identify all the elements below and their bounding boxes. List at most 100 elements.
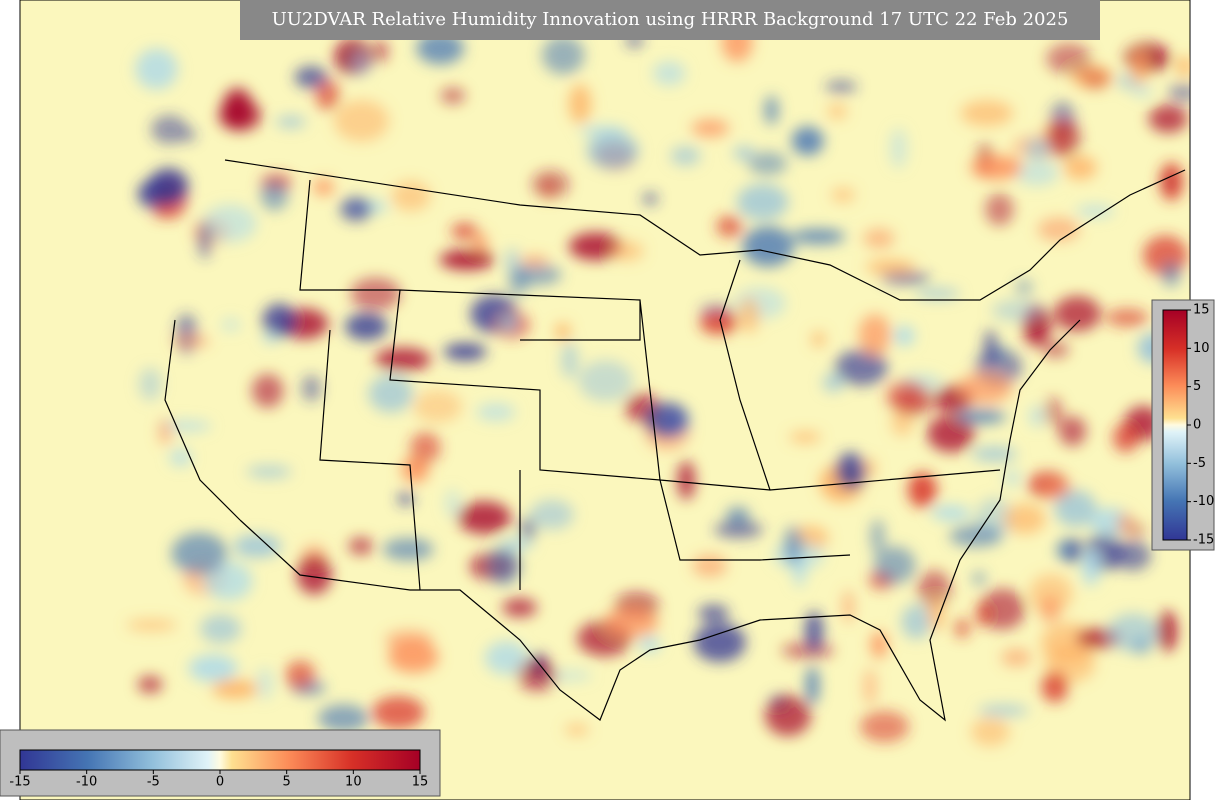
field-blob [1001, 648, 1032, 667]
field-blob [893, 325, 915, 346]
field-blob [532, 170, 570, 198]
field-blob [716, 215, 743, 238]
field-blob [642, 193, 658, 205]
field-blob [870, 631, 888, 659]
field-blob [457, 501, 511, 534]
field-blob [1157, 610, 1178, 652]
field-blob [350, 49, 370, 76]
field-blob [1037, 217, 1080, 242]
field-blob [198, 222, 212, 259]
field-blob [863, 668, 877, 706]
field-blob [169, 448, 192, 467]
field-blob [1046, 120, 1081, 158]
field-blob [200, 614, 242, 644]
state-borders [299, 179, 1001, 591]
field-blob [1081, 547, 1100, 586]
tick-label: 5 [1193, 379, 1201, 394]
tick-label: 5 [283, 775, 291, 790]
field-blob [158, 420, 212, 432]
colorbar [1162, 309, 1188, 541]
field-blob [907, 472, 937, 508]
field-blob [382, 537, 434, 561]
field-blob [172, 336, 210, 347]
field-blob [972, 571, 986, 586]
tick-label: 0 [1193, 418, 1201, 433]
field-blob [472, 232, 488, 254]
field-blob [747, 151, 788, 176]
field-blob [885, 380, 926, 413]
tick-label: 10 [345, 775, 362, 790]
field-blob [334, 100, 389, 142]
field-blob [901, 604, 932, 640]
field-blob [233, 534, 282, 558]
field-blob [439, 249, 495, 270]
field-blob [561, 341, 578, 379]
tick-label: -10 [76, 775, 97, 790]
field-blob [699, 311, 738, 335]
field-blob [221, 318, 241, 332]
tick-label: 10 [1193, 341, 1210, 356]
field-blob [835, 452, 866, 490]
field-blob [255, 667, 274, 700]
field-blob [340, 197, 372, 222]
tick-label: -15 [1193, 533, 1214, 548]
field-blob [1028, 573, 1073, 613]
field-blob [781, 642, 834, 659]
tick-label: -15 [9, 775, 30, 790]
field-blob [791, 126, 824, 156]
field-blob [991, 299, 1044, 322]
field-blob [410, 431, 441, 464]
field-blob [148, 167, 189, 205]
field-blob [971, 447, 1017, 462]
field-blob [733, 146, 755, 160]
field-blob [1046, 43, 1092, 75]
field-blob [970, 717, 1010, 747]
field-blob [578, 360, 633, 402]
field-blob [251, 373, 284, 408]
field-blob [978, 704, 1029, 717]
field-blob [126, 619, 177, 631]
field-blob [827, 103, 848, 120]
field-blob [1015, 279, 1033, 296]
field-blob [742, 226, 794, 267]
field-blob [373, 39, 389, 63]
field-blob [159, 418, 172, 446]
field-blob [203, 204, 257, 243]
field-blob [714, 521, 763, 538]
field-blob [1039, 595, 1061, 624]
field-blob [917, 570, 951, 609]
field-blob [736, 183, 789, 221]
west-coast [164, 319, 241, 521]
field-blob [1063, 155, 1097, 180]
field-blob [444, 489, 461, 518]
field-blob [985, 193, 1014, 226]
field-blob [931, 505, 971, 521]
field-blob [858, 314, 892, 356]
field-blob [831, 187, 856, 203]
map-field [126, 22, 1190, 747]
field-blob [691, 119, 730, 138]
field-blob [388, 641, 439, 673]
field-blob [544, 670, 592, 681]
field-blob [294, 66, 328, 89]
field-blob [1025, 138, 1051, 159]
field-blob [1043, 397, 1063, 427]
field-blob [822, 373, 845, 392]
field-blob [960, 100, 1014, 127]
field-blob [262, 303, 297, 338]
field-blob [541, 35, 585, 75]
field-blob [692, 554, 728, 577]
field-blob [586, 132, 639, 169]
field-blob [1053, 296, 1101, 332]
field-blob [517, 658, 557, 692]
field-blob [1130, 48, 1149, 86]
field-blob [368, 374, 414, 413]
tick-label: -10 [1193, 494, 1214, 509]
tick-label: -5 [1193, 456, 1206, 471]
field-blob [726, 506, 750, 525]
tick-label: -5 [147, 775, 160, 790]
field-blob [1014, 159, 1059, 187]
field-blob [870, 518, 885, 554]
field-blob [764, 95, 779, 125]
field-blob [889, 128, 908, 169]
